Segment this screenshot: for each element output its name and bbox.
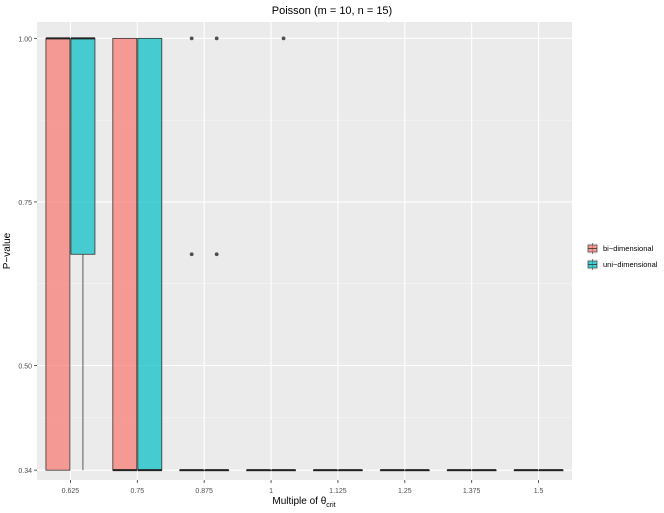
x-axis: 0.625 0.75 0.875 1 1.125 1.25 1.375 1.5 xyxy=(62,480,544,495)
x-tick-label: 0.625 xyxy=(62,488,80,495)
box xyxy=(70,37,96,255)
box-group xyxy=(338,469,363,472)
box-group xyxy=(204,36,230,472)
legend: bi−dimensional uni−dimensional xyxy=(587,243,658,270)
box xyxy=(112,37,138,471)
box-group xyxy=(137,37,163,472)
x-tick-label: 1 xyxy=(269,488,273,495)
outlier-point xyxy=(189,36,194,41)
outlier-point xyxy=(214,36,219,41)
box xyxy=(137,37,163,471)
y-tick-label: 1.00 xyxy=(18,36,32,43)
box-group xyxy=(379,469,405,472)
x-axis-label-subscript: crit xyxy=(326,502,335,509)
legend-label: uni−dimensional xyxy=(603,260,658,269)
box-group xyxy=(70,37,96,471)
x-tick-label: 0.75 xyxy=(131,488,145,495)
box-group xyxy=(446,469,472,472)
x-tick-label: 1.5 xyxy=(534,488,544,495)
box-group xyxy=(471,469,497,472)
y-tick-label: 0.50 xyxy=(18,364,32,371)
y-tick-label: 0.34 xyxy=(18,468,32,475)
x-tick-label: 1.25 xyxy=(398,488,412,495)
plot-marks xyxy=(45,36,564,472)
box-group xyxy=(246,469,271,472)
box-group xyxy=(112,37,138,472)
box-group xyxy=(271,36,296,472)
x-axis-label: Multiple of θcrit xyxy=(272,496,335,509)
outlier-point xyxy=(189,252,194,257)
x-tick-label: 1.125 xyxy=(329,488,347,495)
y-tick-label: 0.75 xyxy=(18,200,32,207)
y-axis-label: P−value xyxy=(2,232,13,269)
x-tick-label: 0.875 xyxy=(195,488,213,495)
box-group xyxy=(179,36,205,472)
legend-label: bi−dimensional xyxy=(603,244,654,253)
chart-title: Poisson (m = 10, n = 15) xyxy=(272,5,392,17)
box xyxy=(45,37,71,471)
x-axis-label-main: Multiple of θ xyxy=(272,496,326,507)
box-group xyxy=(45,37,71,471)
box-group xyxy=(538,469,564,472)
box-group xyxy=(404,469,430,472)
outlier-point xyxy=(214,252,219,257)
box-group xyxy=(513,469,539,472)
box-group xyxy=(313,469,338,472)
x-tick-label: 1.375 xyxy=(463,488,481,495)
y-axis: 0.34 0.50 0.75 1.00 xyxy=(18,36,37,475)
outlier-point xyxy=(281,36,286,41)
